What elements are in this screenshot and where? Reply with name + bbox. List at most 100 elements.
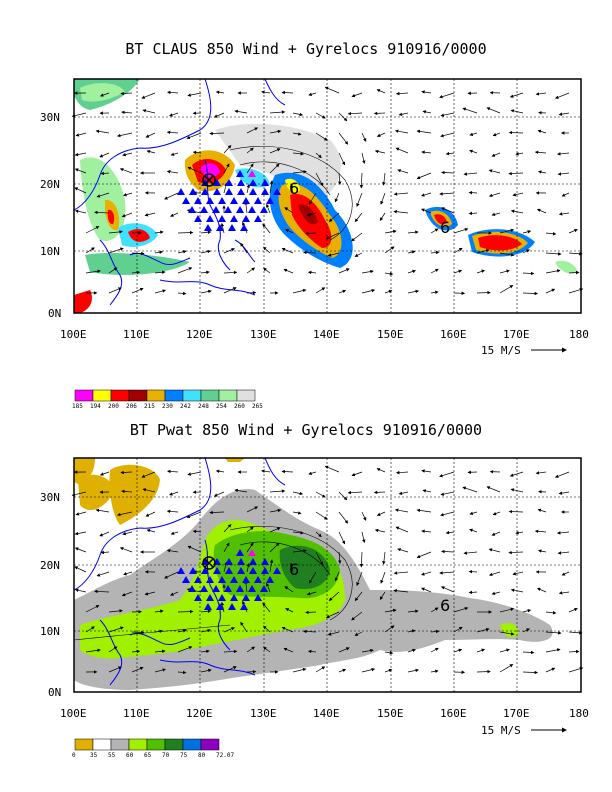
gyreloc-triangles bbox=[177, 170, 281, 231]
wind-vector bbox=[269, 559, 274, 573]
wind-vector bbox=[354, 631, 363, 636]
colorbar-label: 242 bbox=[180, 403, 191, 410]
wind-vector bbox=[421, 469, 432, 473]
wind-vector bbox=[545, 232, 557, 236]
wind-vector bbox=[534, 150, 547, 155]
gyreloc-triangle bbox=[218, 576, 226, 583]
wind-vector bbox=[74, 187, 87, 194]
wind-vector bbox=[453, 269, 463, 274]
gyreloc-triangle bbox=[201, 188, 209, 195]
wind-vector bbox=[538, 170, 547, 174]
wind-vector bbox=[164, 192, 179, 200]
wind-vector bbox=[121, 110, 133, 115]
wind-vector bbox=[510, 588, 524, 593]
gyreloc-triangle bbox=[261, 567, 269, 574]
wind-vector bbox=[512, 571, 524, 576]
wind-vector bbox=[108, 666, 122, 673]
wind-vector bbox=[281, 90, 294, 95]
wind-vector bbox=[166, 170, 179, 174]
gyreloc-triangle bbox=[248, 549, 256, 556]
wind-vector bbox=[453, 227, 469, 234]
gyreloc-triangle bbox=[194, 576, 202, 583]
wind-vector bbox=[361, 288, 376, 294]
wind-vector bbox=[108, 287, 122, 294]
bottom-panel-title: BT Pwat 850 Wind + Gyrelocs 910916/0000 bbox=[129, 421, 483, 439]
colorbar-swatch bbox=[146, 738, 166, 751]
wind-vector bbox=[303, 629, 317, 634]
wind-vector bbox=[100, 550, 110, 555]
wind-vector bbox=[154, 289, 166, 294]
wind-vector bbox=[223, 248, 235, 254]
colorbar-label: 248 bbox=[198, 403, 209, 410]
wind-vector bbox=[469, 132, 478, 136]
wind-vector bbox=[499, 607, 515, 613]
wind-vector bbox=[74, 152, 87, 157]
svg-text:170E: 170E bbox=[503, 328, 530, 341]
gyreloc-triangle bbox=[228, 603, 236, 610]
wind-vector bbox=[145, 511, 156, 517]
gyreloc-triangle bbox=[213, 567, 221, 574]
wind-vector bbox=[281, 469, 294, 474]
gyreloc-triangle bbox=[194, 197, 202, 204]
wind-vector bbox=[476, 627, 490, 633]
grid-lines bbox=[74, 79, 581, 313]
wind-vector bbox=[361, 152, 366, 164]
bottom-map-frame bbox=[73, 457, 582, 693]
wind-vector bbox=[328, 591, 340, 601]
wind-vector bbox=[308, 92, 317, 96]
wind-vector bbox=[430, 268, 439, 274]
wind-vector bbox=[262, 602, 271, 613]
wind-vector bbox=[215, 469, 225, 474]
wind-vector bbox=[121, 212, 133, 218]
cloud-temperature-field bbox=[74, 79, 578, 313]
wind-vector bbox=[440, 112, 455, 117]
colorbar-swatch bbox=[218, 389, 238, 402]
svg-text:20N: 20N bbox=[40, 178, 60, 191]
wind-vector bbox=[395, 526, 409, 533]
wind-vector bbox=[123, 571, 133, 576]
wind-vector bbox=[545, 667, 556, 673]
wind-vector bbox=[85, 648, 101, 653]
wind-vector bbox=[515, 152, 524, 156]
typhoon-symbol-3: 6 bbox=[440, 218, 450, 237]
wind-vector bbox=[200, 249, 211, 254]
gyreloc-triangle bbox=[249, 558, 257, 565]
wind-vector bbox=[164, 571, 179, 579]
wind-vector bbox=[361, 269, 374, 274]
wind-vector bbox=[492, 132, 501, 137]
wind-vector bbox=[315, 112, 326, 119]
wind-vector bbox=[154, 668, 166, 673]
wind-vector bbox=[269, 129, 282, 134]
wind-vector bbox=[131, 649, 141, 654]
colorbar-swatch bbox=[182, 389, 202, 402]
gyreloc-triangle bbox=[200, 585, 208, 592]
gyreloc-triangle bbox=[189, 188, 197, 195]
wind-vector bbox=[187, 166, 202, 174]
wind-vector bbox=[213, 112, 225, 118]
wind-vector bbox=[327, 252, 340, 257]
wind-vector bbox=[534, 529, 547, 534]
wind-vector bbox=[522, 609, 532, 613]
gyreloc-triangle bbox=[230, 197, 238, 204]
wind-vector bbox=[308, 571, 317, 584]
wind-vector bbox=[306, 591, 317, 596]
svg-text:180: 180 bbox=[569, 707, 589, 720]
gyreloc-triangle bbox=[206, 576, 214, 583]
colorbar-label: 206 bbox=[126, 403, 137, 410]
wind-vector bbox=[374, 149, 386, 154]
gyreloc-triangle bbox=[254, 576, 262, 583]
wind-vector bbox=[262, 223, 271, 234]
wind-vector bbox=[468, 190, 478, 195]
colorbar-label: 60 bbox=[126, 752, 134, 759]
wind-vector bbox=[74, 531, 87, 536]
gyreloc-triangle bbox=[213, 188, 221, 195]
wind-vector bbox=[462, 486, 478, 493]
wind-vector bbox=[246, 646, 256, 653]
svg-text:100E: 100E bbox=[60, 328, 87, 341]
colorbar-swatch bbox=[164, 738, 184, 751]
wind-vector bbox=[491, 212, 501, 217]
wind-vector bbox=[522, 650, 535, 655]
wind-vector bbox=[382, 551, 386, 565]
wind-vector bbox=[108, 247, 124, 254]
wind-vector bbox=[187, 92, 202, 97]
